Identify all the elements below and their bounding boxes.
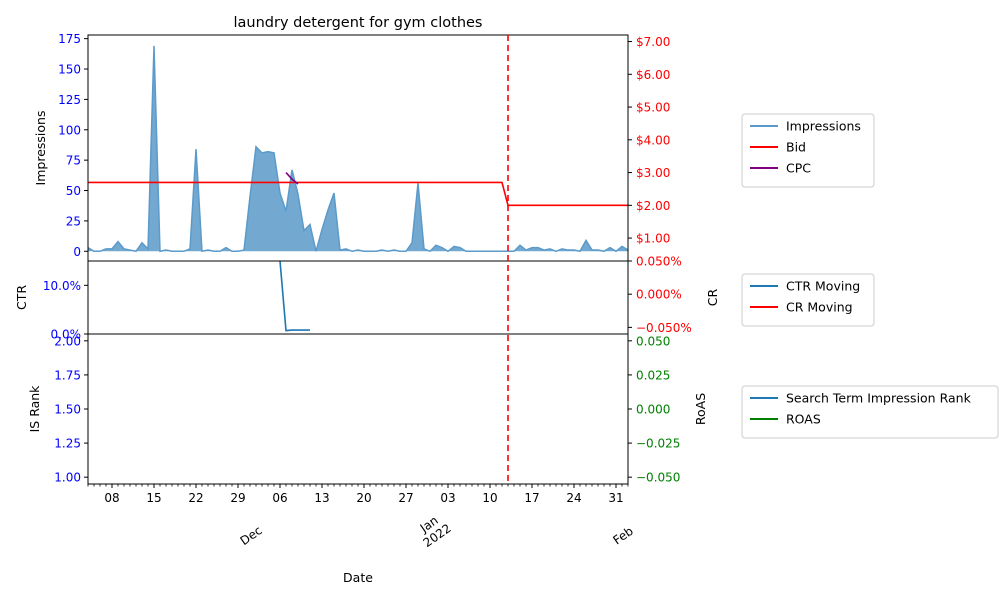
bid-line bbox=[88, 181, 628, 207]
bottom-left-axis-label: IS Rank bbox=[27, 385, 42, 433]
top-axes-frame bbox=[87, 34, 629, 262]
bottom-legend: Search Term Impression Rank ROAS bbox=[741, 385, 999, 439]
legend-label: Search Term Impression Rank bbox=[786, 391, 972, 406]
middle-panel: 0.0% 10.0% −0.050% 0.000% 0.050% CTR CR bbox=[14, 255, 720, 342]
bottom-left-tick-label: 1.50 bbox=[54, 403, 81, 417]
middle-left-tick-label: 10.0% bbox=[43, 279, 81, 293]
top-right-tick-label: $7.00 bbox=[636, 35, 670, 49]
ctr-moving-line bbox=[279, 260, 310, 332]
bottom-left-tick-label: 1.00 bbox=[54, 471, 81, 485]
top-right-tick-label: $4.00 bbox=[636, 133, 670, 147]
legend-label: Impressions bbox=[786, 119, 861, 134]
top-right-tick-label: $1.00 bbox=[636, 232, 670, 246]
cpc-line bbox=[285, 172, 299, 185]
x-day-tick-label: 13 bbox=[314, 491, 329, 505]
x-day-tick-label: 22 bbox=[188, 491, 203, 505]
top-left-tick-label: 0 bbox=[73, 245, 81, 259]
bottom-right-tick-label: −0.050 bbox=[636, 471, 680, 485]
top-left-tick-label: 50 bbox=[66, 184, 81, 198]
top-left-tick-label: 75 bbox=[66, 154, 81, 168]
x-day-tick-label: 06 bbox=[272, 491, 287, 505]
middle-right-axis-label: CR bbox=[705, 288, 720, 306]
x-month-tick-label: Feb bbox=[610, 524, 635, 548]
middle-left-axis-label: CTR bbox=[14, 285, 29, 310]
x-month-tick-label: Dec bbox=[238, 523, 265, 548]
x-day-tick-label: 20 bbox=[356, 491, 371, 505]
legend-label: ROAS bbox=[786, 412, 821, 427]
legend-label: CPC bbox=[786, 161, 811, 176]
bottom-axes-frame bbox=[87, 333, 629, 485]
top-left-tick-label: 100 bbox=[58, 123, 81, 137]
bottom-right-tick-label: −0.025 bbox=[636, 437, 680, 451]
middle-right-tick-label: 0.050% bbox=[636, 255, 682, 269]
bottom-right-tick-label: 0.025 bbox=[636, 368, 670, 382]
top-left-axis-label: Impressions bbox=[33, 111, 48, 186]
legend-box bbox=[741, 385, 999, 439]
x-month-tick-label-line: Dec bbox=[238, 523, 265, 548]
bottom-left-tick-label: 1.25 bbox=[54, 437, 81, 451]
x-axis-label: Date bbox=[343, 570, 373, 585]
x-day-tick-label: 10 bbox=[482, 491, 497, 505]
middle-axes-frame bbox=[87, 260, 629, 335]
middle-legend: CTR Moving CR Moving bbox=[741, 273, 875, 327]
top-left-tick-label: 150 bbox=[58, 63, 81, 77]
x-day-tick-label: 03 bbox=[440, 491, 455, 505]
x-day-tick-label: 15 bbox=[146, 491, 161, 505]
top-left-tick-label: 125 bbox=[58, 93, 81, 107]
middle-right-tick-label: −0.050% bbox=[636, 321, 692, 335]
legend-label: CR Moving bbox=[786, 300, 853, 315]
x-month-tick-label-line: Feb bbox=[610, 524, 635, 548]
top-left-tick-label: 175 bbox=[58, 32, 81, 46]
bottom-right-axis-label: RoAS bbox=[693, 393, 708, 425]
legend-label: Bid bbox=[786, 140, 806, 155]
impressions-area bbox=[88, 45, 628, 252]
top-right-tick-label: $2.00 bbox=[636, 199, 670, 213]
bottom-left-tick-label: 1.75 bbox=[54, 368, 81, 382]
top-panel: 0 25 50 75 100 125 150 175 $1.00 $2.00 $3.00 $4.00 $… bbox=[33, 32, 670, 262]
x-day-tick-label: 31 bbox=[608, 491, 623, 505]
top-right-tick-label: $5.00 bbox=[636, 101, 670, 115]
top-right-tick-label: $3.00 bbox=[636, 166, 670, 180]
legend-label: CTR Moving bbox=[786, 279, 860, 294]
middle-right-tick-label: 0.000% bbox=[636, 288, 682, 302]
x-day-tick-label: 24 bbox=[566, 491, 581, 505]
top-right-tick-label: $6.00 bbox=[636, 68, 670, 82]
bottom-right-tick-label: 0.050 bbox=[636, 334, 670, 348]
x-day-tick-label: 08 bbox=[104, 491, 119, 505]
x-day-tick-label: 27 bbox=[398, 491, 413, 505]
bottom-right-tick-label: 0.000 bbox=[636, 403, 670, 417]
x-day-tick-label: 29 bbox=[230, 491, 245, 505]
chart-title: laundry detergent for gym clothes bbox=[234, 15, 483, 31]
top-left-tick-label: 25 bbox=[66, 214, 81, 228]
x-day-tick-label: 17 bbox=[524, 491, 539, 505]
impressions-line bbox=[87, 45, 629, 253]
bottom-panel: 1.00 1.25 1.50 1.75 2.00 −0.050 −0.025 0.000 0.0… bbox=[27, 333, 708, 485]
middle-left-tick-label: 0.0% bbox=[51, 328, 82, 342]
bottom-left-tick-label: 2.00 bbox=[54, 334, 81, 348]
top-legend: Impressions Bid CPC bbox=[741, 113, 875, 188]
